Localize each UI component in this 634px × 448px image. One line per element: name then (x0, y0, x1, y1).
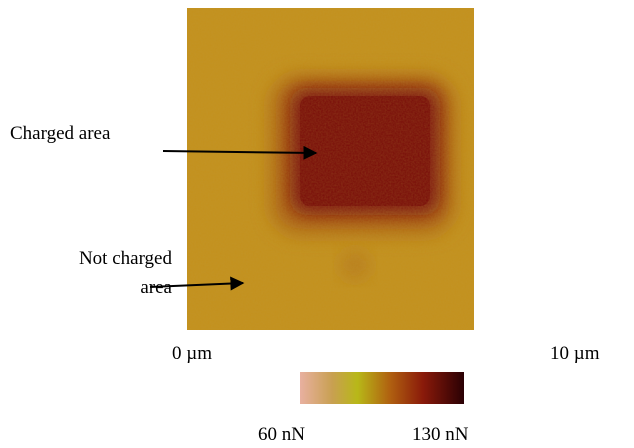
colorbar (300, 372, 464, 404)
not-charged-label: Not charged (79, 248, 173, 269)
arrow (162, 145, 318, 160)
arrow (149, 276, 245, 291)
charged-label: Charged area (10, 123, 111, 144)
force-map (187, 8, 474, 330)
scale-end: 10 µm (550, 343, 600, 364)
colorbar-min: 60 nN (258, 424, 305, 445)
scale-start: 0 µm (172, 343, 212, 364)
colorbar-max: 130 nN (412, 424, 469, 445)
